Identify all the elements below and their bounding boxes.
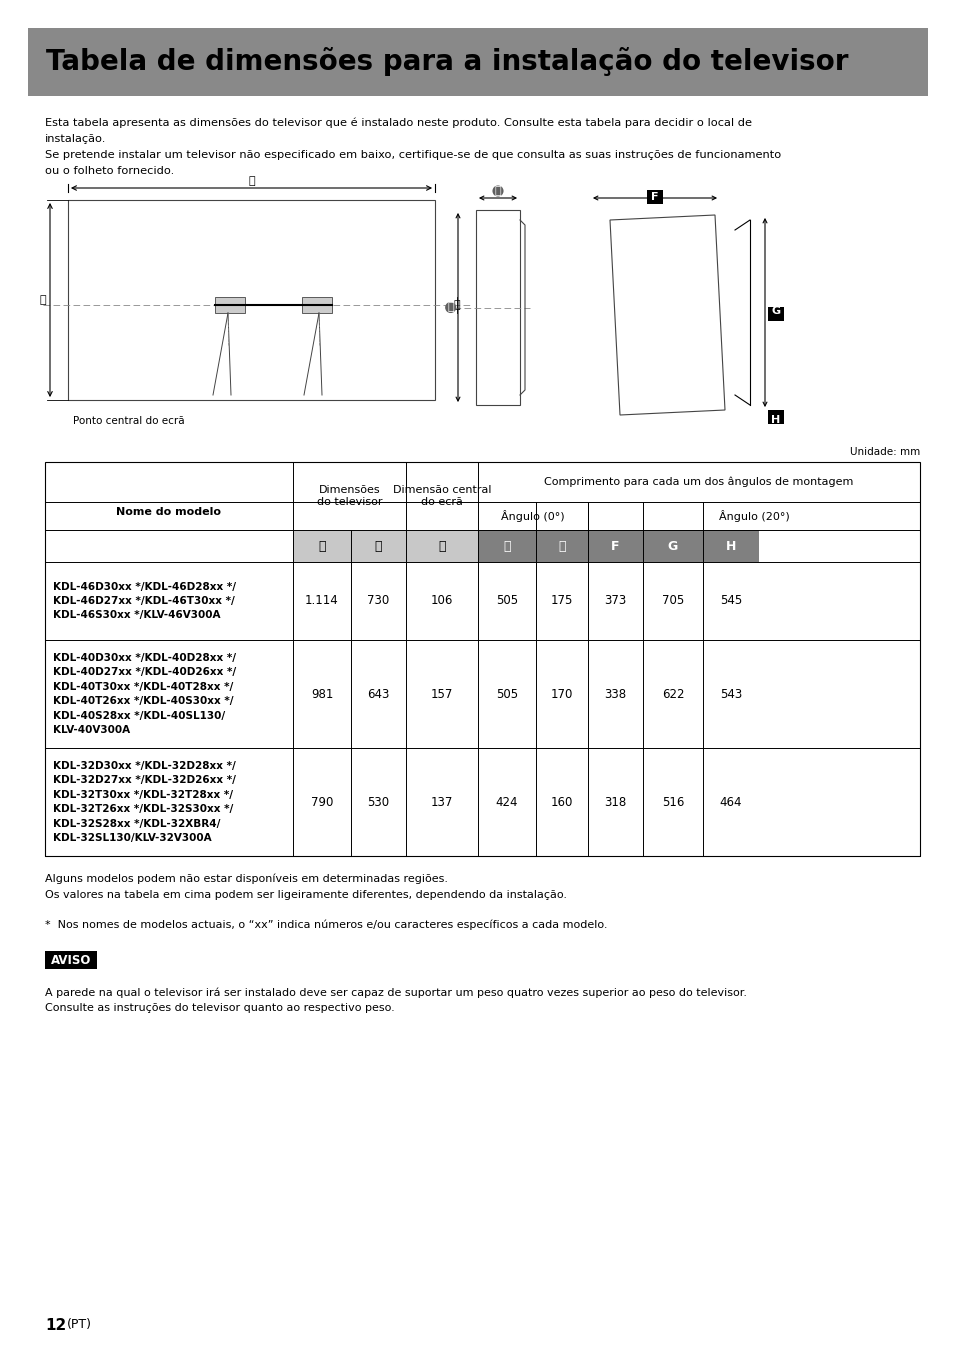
Text: Tabela de dimensões para a instalação do televisor: Tabela de dimensões para a instalação do…	[46, 47, 847, 77]
Bar	[536, 530, 587, 562]
Text: 543: 543	[720, 688, 741, 701]
Text: Consulte as instruções do televisor quanto ao respectivo peso.: Consulte as instruções do televisor quan…	[45, 1002, 395, 1013]
Polygon shape	[609, 215, 724, 415]
Text: 424: 424	[496, 796, 517, 808]
Bar	[45, 951, 97, 969]
Bar	[587, 530, 642, 562]
Text: 516: 516	[661, 796, 683, 808]
Text: 505: 505	[496, 594, 517, 608]
Text: AVISO: AVISO	[51, 954, 91, 966]
Bar	[702, 530, 759, 562]
Text: Esta tabela apresenta as dimensões do televisor que é instalado neste produto. C: Esta tabela apresenta as dimensões do te…	[45, 118, 751, 128]
Bar	[646, 190, 662, 204]
Text: 106: 106	[431, 594, 453, 608]
Text: G: G	[771, 307, 780, 316]
Text: Unidade: mm: Unidade: mm	[849, 447, 919, 457]
Text: 730: 730	[367, 594, 389, 608]
Bar	[767, 409, 783, 424]
Text: Dimensões
do televisor: Dimensões do televisor	[316, 485, 382, 507]
Bar	[214, 297, 245, 313]
Text: 12: 12	[45, 1319, 66, 1333]
Text: Ⓒ: Ⓒ	[437, 539, 445, 553]
Text: 530: 530	[367, 796, 389, 808]
Text: 170: 170	[550, 688, 573, 701]
Text: 175: 175	[550, 594, 573, 608]
Text: 505: 505	[496, 688, 517, 701]
Text: Se pretende instalar um televisor não especificado em baixo, certifique-se de qu: Se pretende instalar um televisor não es…	[45, 150, 781, 159]
Text: ⓔ: ⓔ	[558, 539, 565, 553]
Text: 157: 157	[431, 688, 453, 701]
Text: 1.114: 1.114	[305, 594, 338, 608]
Text: 622: 622	[661, 688, 683, 701]
Text: 790: 790	[311, 796, 333, 808]
Bar	[476, 209, 519, 405]
Text: Alguns modelos podem não estar disponíveis em determinadas regiões.: Alguns modelos podem não estar disponíve…	[45, 874, 448, 885]
Text: 464: 464	[719, 796, 741, 808]
Text: ⓓ: ⓓ	[503, 539, 510, 553]
Text: Nome do modelo: Nome do modelo	[116, 507, 221, 517]
Text: Comprimento para cada um dos ângulos de montagem: Comprimento para cada um dos ângulos de …	[544, 477, 853, 488]
Bar	[642, 530, 702, 562]
Text: 981: 981	[311, 688, 333, 701]
Text: 373: 373	[604, 594, 626, 608]
Text: Ponto central do ecrã: Ponto central do ecrã	[73, 416, 185, 426]
Text: F: F	[651, 192, 659, 203]
Text: KDL-46D30xx */KDL-46D28xx */
KDL-46D27xx */KDL-46T30xx */
KDL-46S30xx */KLV-46V3: KDL-46D30xx */KDL-46D28xx */ KDL-46D27xx…	[53, 581, 235, 620]
Text: Ângulo (0°): Ângulo (0°)	[500, 509, 564, 521]
Text: Ⓑ: Ⓑ	[39, 295, 46, 305]
Bar	[406, 530, 477, 562]
Text: 338: 338	[604, 688, 626, 701]
Text: ⓓ: ⓓ	[447, 303, 454, 312]
Bar	[68, 200, 435, 400]
Text: 705: 705	[661, 594, 683, 608]
Text: Ⓑ: Ⓑ	[375, 539, 382, 553]
Bar	[767, 307, 783, 320]
Text: KDL-32D30xx */KDL-32D28xx */
KDL-32D27xx */KDL-32D26xx */
KDL-32T30xx */KDL-32T2: KDL-32D30xx */KDL-32D28xx */ KDL-32D27xx…	[53, 761, 235, 843]
Text: Ⓐ: Ⓐ	[248, 176, 254, 186]
Text: Ⓒ: Ⓒ	[454, 300, 460, 309]
Bar	[28, 28, 927, 96]
Text: instalação.: instalação.	[45, 134, 107, 145]
Text: Ⓐ: Ⓐ	[318, 539, 325, 553]
Text: 643: 643	[367, 688, 389, 701]
Text: G: G	[667, 539, 678, 553]
Text: H: H	[771, 415, 780, 426]
Text: Ângulo (20°): Ângulo (20°)	[718, 509, 788, 521]
Text: KDL-40D30xx */KDL-40D28xx */
KDL-40D27xx */KDL-40D26xx */
KDL-40T30xx */KDL-40T2: KDL-40D30xx */KDL-40D28xx */ KDL-40D27xx…	[53, 653, 236, 735]
Text: F: F	[611, 539, 619, 553]
Bar	[302, 297, 332, 313]
Text: 160: 160	[550, 796, 573, 808]
Text: H: H	[725, 539, 736, 553]
Text: 545: 545	[720, 594, 741, 608]
Text: 318: 318	[604, 796, 626, 808]
Text: ou o folheto fornecido.: ou o folheto fornecido.	[45, 166, 174, 176]
Text: ⓔ: ⓔ	[495, 186, 500, 196]
Text: *  Nos nomes de modelos actuais, o “xx” indica números e/ou caracteres específic: * Nos nomes de modelos actuais, o “xx” i…	[45, 920, 607, 931]
Text: Dimensão central
do ecrã: Dimensão central do ecrã	[393, 485, 491, 507]
Text: 137: 137	[431, 796, 453, 808]
Text: Os valores na tabela em cima podem ser ligeiramente diferentes, dependendo da in: Os valores na tabela em cima podem ser l…	[45, 890, 566, 900]
Text: A parede na qual o televisor irá ser instalado deve ser capaz de suportar um pes: A parede na qual o televisor irá ser ins…	[45, 988, 746, 997]
Bar	[477, 530, 536, 562]
Text: (PT): (PT)	[67, 1319, 91, 1331]
Bar	[351, 530, 406, 562]
Bar	[45, 462, 919, 857]
Bar	[293, 530, 351, 562]
